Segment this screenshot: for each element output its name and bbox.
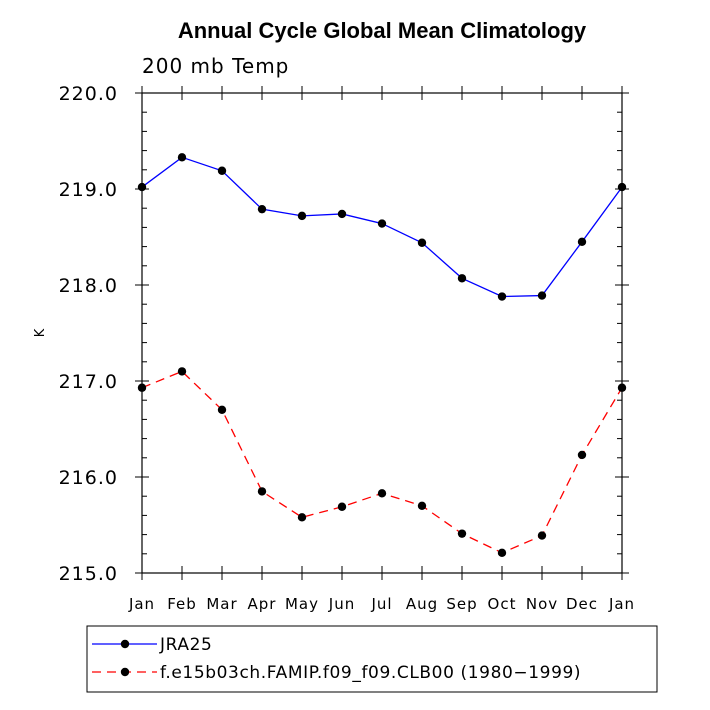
chart-title: Annual Cycle Global Mean Climatology (178, 18, 587, 43)
legend-items: JRA25 f.e15b03ch.FAMIP.f09_f09.CLB00 (198… (92, 635, 581, 683)
x-tick-label: Mar (206, 595, 237, 613)
x-tick-labels: Jan Feb Mar Apr May Jun Jul Aug Sep Oct Nov Dec Jan (128, 595, 635, 613)
chart-subtitle: 200 mb Temp (142, 54, 289, 78)
data-point (497, 548, 507, 558)
data-point (617, 182, 627, 192)
y-tick-label: 217.0 (59, 371, 118, 393)
major-ticks (135, 86, 629, 580)
data-point (297, 513, 307, 522)
x-tick-label: Jan (128, 595, 155, 613)
x-tick-label: Jan (608, 595, 635, 613)
data-point (457, 274, 467, 283)
data-point (417, 501, 427, 510)
data-point (297, 211, 307, 221)
data-point (457, 529, 467, 538)
data-point (377, 489, 387, 498)
data-point (537, 291, 547, 300)
data-point (417, 238, 427, 247)
data-point (257, 204, 267, 214)
data-point (217, 405, 227, 414)
data-point (137, 182, 147, 192)
x-tick-label: Apr (248, 595, 277, 613)
legend-marker (120, 639, 130, 649)
plot-frame (141, 92, 623, 574)
data-point (577, 450, 587, 460)
y-tick-label: 220.0 (59, 83, 118, 105)
y-tick-labels: 215.0 216.0 217.0 218.0 219.0 220.0 (59, 83, 118, 585)
data-point (177, 153, 187, 162)
x-tick-label: May (285, 595, 319, 613)
x-tick-label: Jul (370, 595, 392, 613)
y-tick-label: 219.0 (59, 179, 118, 201)
x-tick-label: Sep (446, 595, 477, 613)
x-tick-label: Aug (406, 595, 438, 613)
legend-box (86, 625, 658, 693)
data-point (257, 487, 267, 496)
data-point (217, 166, 227, 175)
data-point (377, 219, 387, 228)
data-point (137, 383, 147, 392)
x-tick-label: Oct (488, 595, 517, 613)
x-tick-label: Feb (167, 595, 197, 613)
x-tick-label: Jun (328, 595, 355, 613)
data-point (617, 383, 627, 392)
y-tick-label: 216.0 (59, 467, 118, 489)
y-axis-label: K (33, 328, 48, 337)
data-point (177, 367, 187, 376)
minor-ticks (142, 111, 622, 555)
data-point (577, 237, 587, 246)
y-tick-label: 215.0 (59, 563, 118, 585)
legend-label: f.e15b03ch.FAMIP.f09_f09.CLB00 (1980−199… (160, 663, 581, 683)
x-tick-label: Nov (526, 595, 558, 613)
x-tick-label: Dec (566, 595, 598, 613)
legend-label: JRA25 (159, 635, 212, 655)
legend: JRA25 f.e15b03ch.FAMIP.f09_f09.CLB00 (198… (86, 625, 658, 693)
data-point (497, 292, 507, 301)
y-tick-label: 218.0 (59, 275, 118, 297)
data-point (337, 209, 347, 219)
data-point (337, 502, 347, 511)
series-line-1 (141, 370, 623, 554)
legend-marker (120, 667, 130, 677)
series-markers (137, 153, 627, 558)
data-point (537, 531, 547, 540)
